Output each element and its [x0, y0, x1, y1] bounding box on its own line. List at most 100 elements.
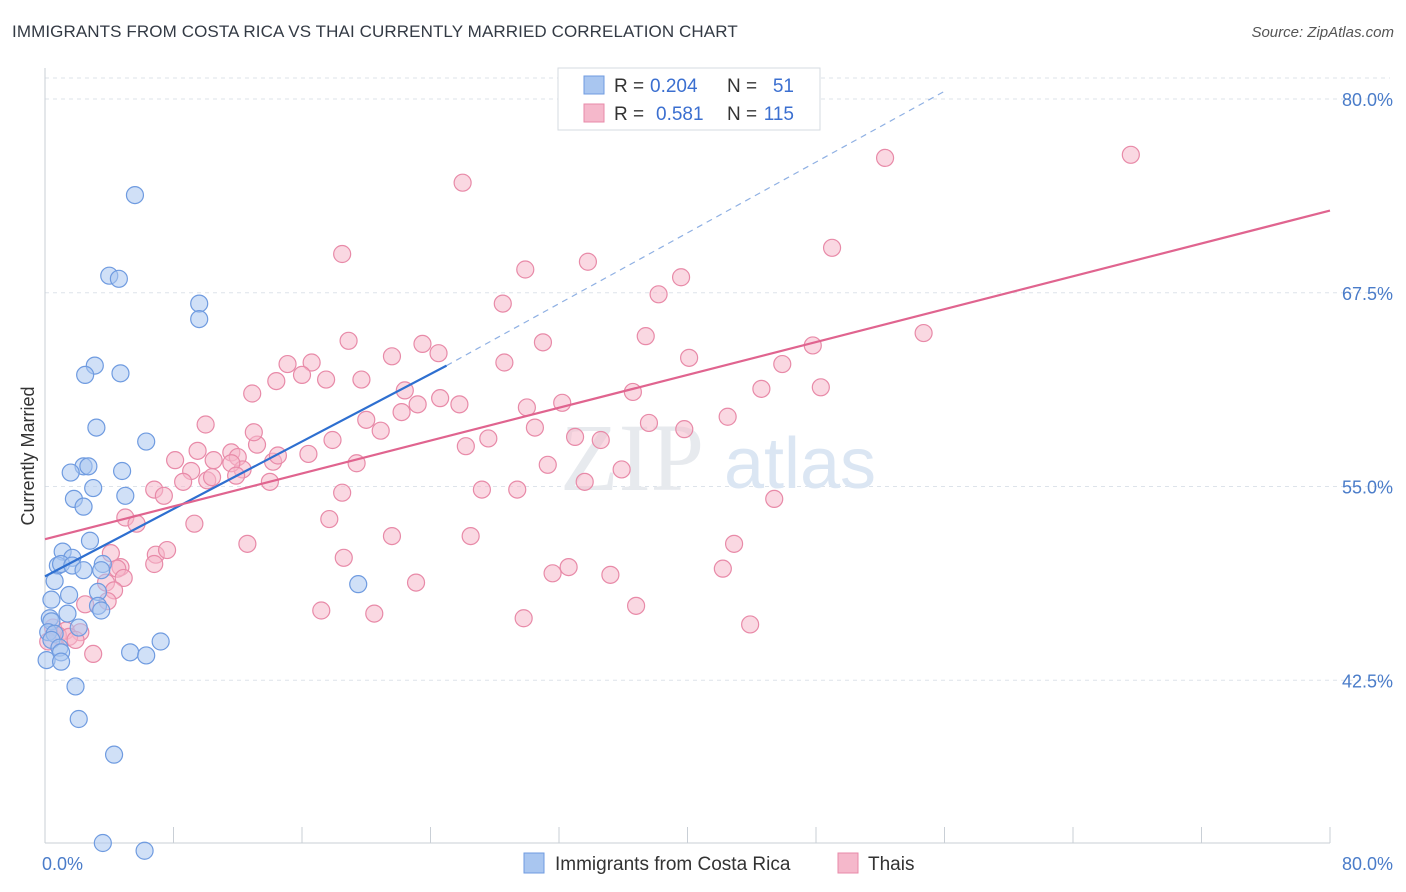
- thais-point-50: [508, 480, 527, 499]
- thais-point-20: [495, 353, 514, 372]
- thais-point-13: [339, 331, 358, 350]
- thais-point-16: [382, 347, 402, 366]
- thais-point-6: [822, 238, 842, 257]
- thais-point-3: [333, 244, 352, 264]
- thais-point-31: [243, 384, 262, 403]
- costa-rica-point-51: [93, 833, 112, 853]
- thais-point-0: [875, 148, 895, 167]
- thais-point-96: [591, 430, 610, 450]
- thais-point-76: [559, 557, 578, 577]
- bottom-legend: Immigrants from Costa Rica Thais: [523, 852, 914, 875]
- thais-point-90: [84, 644, 103, 664]
- thais-point-102: [675, 420, 694, 439]
- thais-point-63: [238, 534, 257, 553]
- costa-rica-point-52: [135, 841, 154, 860]
- thais-point-77: [713, 559, 732, 578]
- legend-n-label-blue: N =: [727, 76, 757, 97]
- costa-rica-point-50: [349, 575, 368, 594]
- costa-rica-point-2: [109, 269, 128, 288]
- bottom-legend-swatch-blue: [523, 852, 545, 874]
- thais-point-112: [323, 430, 342, 450]
- costa-rica-point-29: [59, 585, 79, 605]
- costa-rica-point-12: [61, 463, 80, 482]
- costa-rica-point-15: [116, 486, 135, 505]
- costa-rica-point-48: [69, 709, 88, 729]
- bottom-legend-swatch-pink: [837, 852, 859, 874]
- thais-point-61: [382, 526, 402, 546]
- thais-point-113: [299, 444, 318, 464]
- thais-point-109: [392, 403, 411, 422]
- costa-rica-point-49: [104, 745, 124, 764]
- costa-rica-point-6: [76, 365, 95, 384]
- thais-point-82: [514, 609, 533, 628]
- thais-point-51: [575, 472, 594, 491]
- thais-point-24: [267, 372, 286, 391]
- thais-point-29: [752, 379, 771, 398]
- costa-rica-point-46: [51, 652, 71, 671]
- grid: [45, 77, 1390, 681]
- thais-point-15: [533, 333, 553, 352]
- thais-point-9: [493, 294, 512, 313]
- thais-point-71: [114, 568, 133, 588]
- costa-rica-point-7: [111, 364, 130, 383]
- costa-rica-point-44: [137, 646, 156, 665]
- thais-point-19: [429, 344, 448, 363]
- y-axis-label: Currently Married: [18, 386, 38, 525]
- costa-rica-point-18: [80, 531, 100, 550]
- thais-point-67: [157, 540, 177, 560]
- thais-point-46: [202, 468, 222, 487]
- thais-point-95: [765, 489, 784, 508]
- thais-point-93: [741, 615, 760, 634]
- thais-point-115: [196, 415, 215, 434]
- thais-point-23: [292, 365, 312, 384]
- thais-point-101: [639, 413, 659, 433]
- thais-point-98: [456, 437, 475, 456]
- costa-rica-point-25: [92, 561, 111, 580]
- legend-n-label-pink: N =: [727, 104, 757, 125]
- legend-r-label-pink: R =: [614, 104, 644, 125]
- bottom-legend-label-costa-rica: Immigrants from Costa Rica: [555, 854, 791, 875]
- legend-swatch-blue: [583, 75, 605, 95]
- thais-point-7: [649, 285, 668, 304]
- costa-rica-point-30: [42, 590, 61, 609]
- thais-point-56: [154, 486, 173, 505]
- costa-rica-point-8: [87, 418, 106, 437]
- thais-point-44: [174, 472, 193, 491]
- thais-point-52: [538, 455, 557, 474]
- thais-point-60: [320, 509, 339, 529]
- thais-point-62: [461, 526, 480, 546]
- y-tick-label-2: 67.5%: [1342, 284, 1393, 304]
- thais-point-32: [166, 451, 185, 470]
- thais-point-1: [1121, 145, 1140, 164]
- thais-point-14: [413, 334, 432, 353]
- chart-title: IMMIGRANTS FROM COSTA RICA VS THAI CURRE…: [12, 22, 738, 41]
- thais-point-8: [671, 268, 691, 287]
- y-tick-label-1: 55.0%: [1342, 478, 1393, 498]
- thais-point-21: [680, 348, 699, 367]
- thais-point-97: [565, 427, 585, 446]
- thais-point-94: [724, 534, 744, 553]
- watermark-zip: ZIP: [560, 404, 704, 511]
- axes: [44, 68, 1331, 844]
- costa-rica-point-33: [58, 604, 77, 623]
- costa-rica-point-13: [112, 461, 132, 481]
- thais-point-68: [145, 554, 164, 574]
- legend-r-value-blue: 0.204: [650, 76, 698, 97]
- thais-point-11: [914, 323, 933, 343]
- thais-point-25: [352, 370, 371, 389]
- costa-rica-point-4: [190, 310, 209, 329]
- thais-point-59: [185, 514, 204, 533]
- costa-rica-point-26: [74, 561, 93, 580]
- costa-rica-point-9: [137, 432, 156, 451]
- thais-point-110: [357, 410, 376, 429]
- thais-point-99: [479, 429, 498, 448]
- costa-rica-point-11: [79, 457, 98, 476]
- trend-lines: [44, 90, 1331, 578]
- costa-rica-point-32: [92, 601, 111, 620]
- thais-point-18: [278, 354, 297, 374]
- thais-point-38: [268, 446, 288, 465]
- watermark: ZIP atlas: [560, 404, 876, 511]
- thais-point-30: [811, 378, 830, 397]
- costa-rica-point-36: [69, 618, 88, 637]
- costa-rica-point-3: [190, 294, 209, 313]
